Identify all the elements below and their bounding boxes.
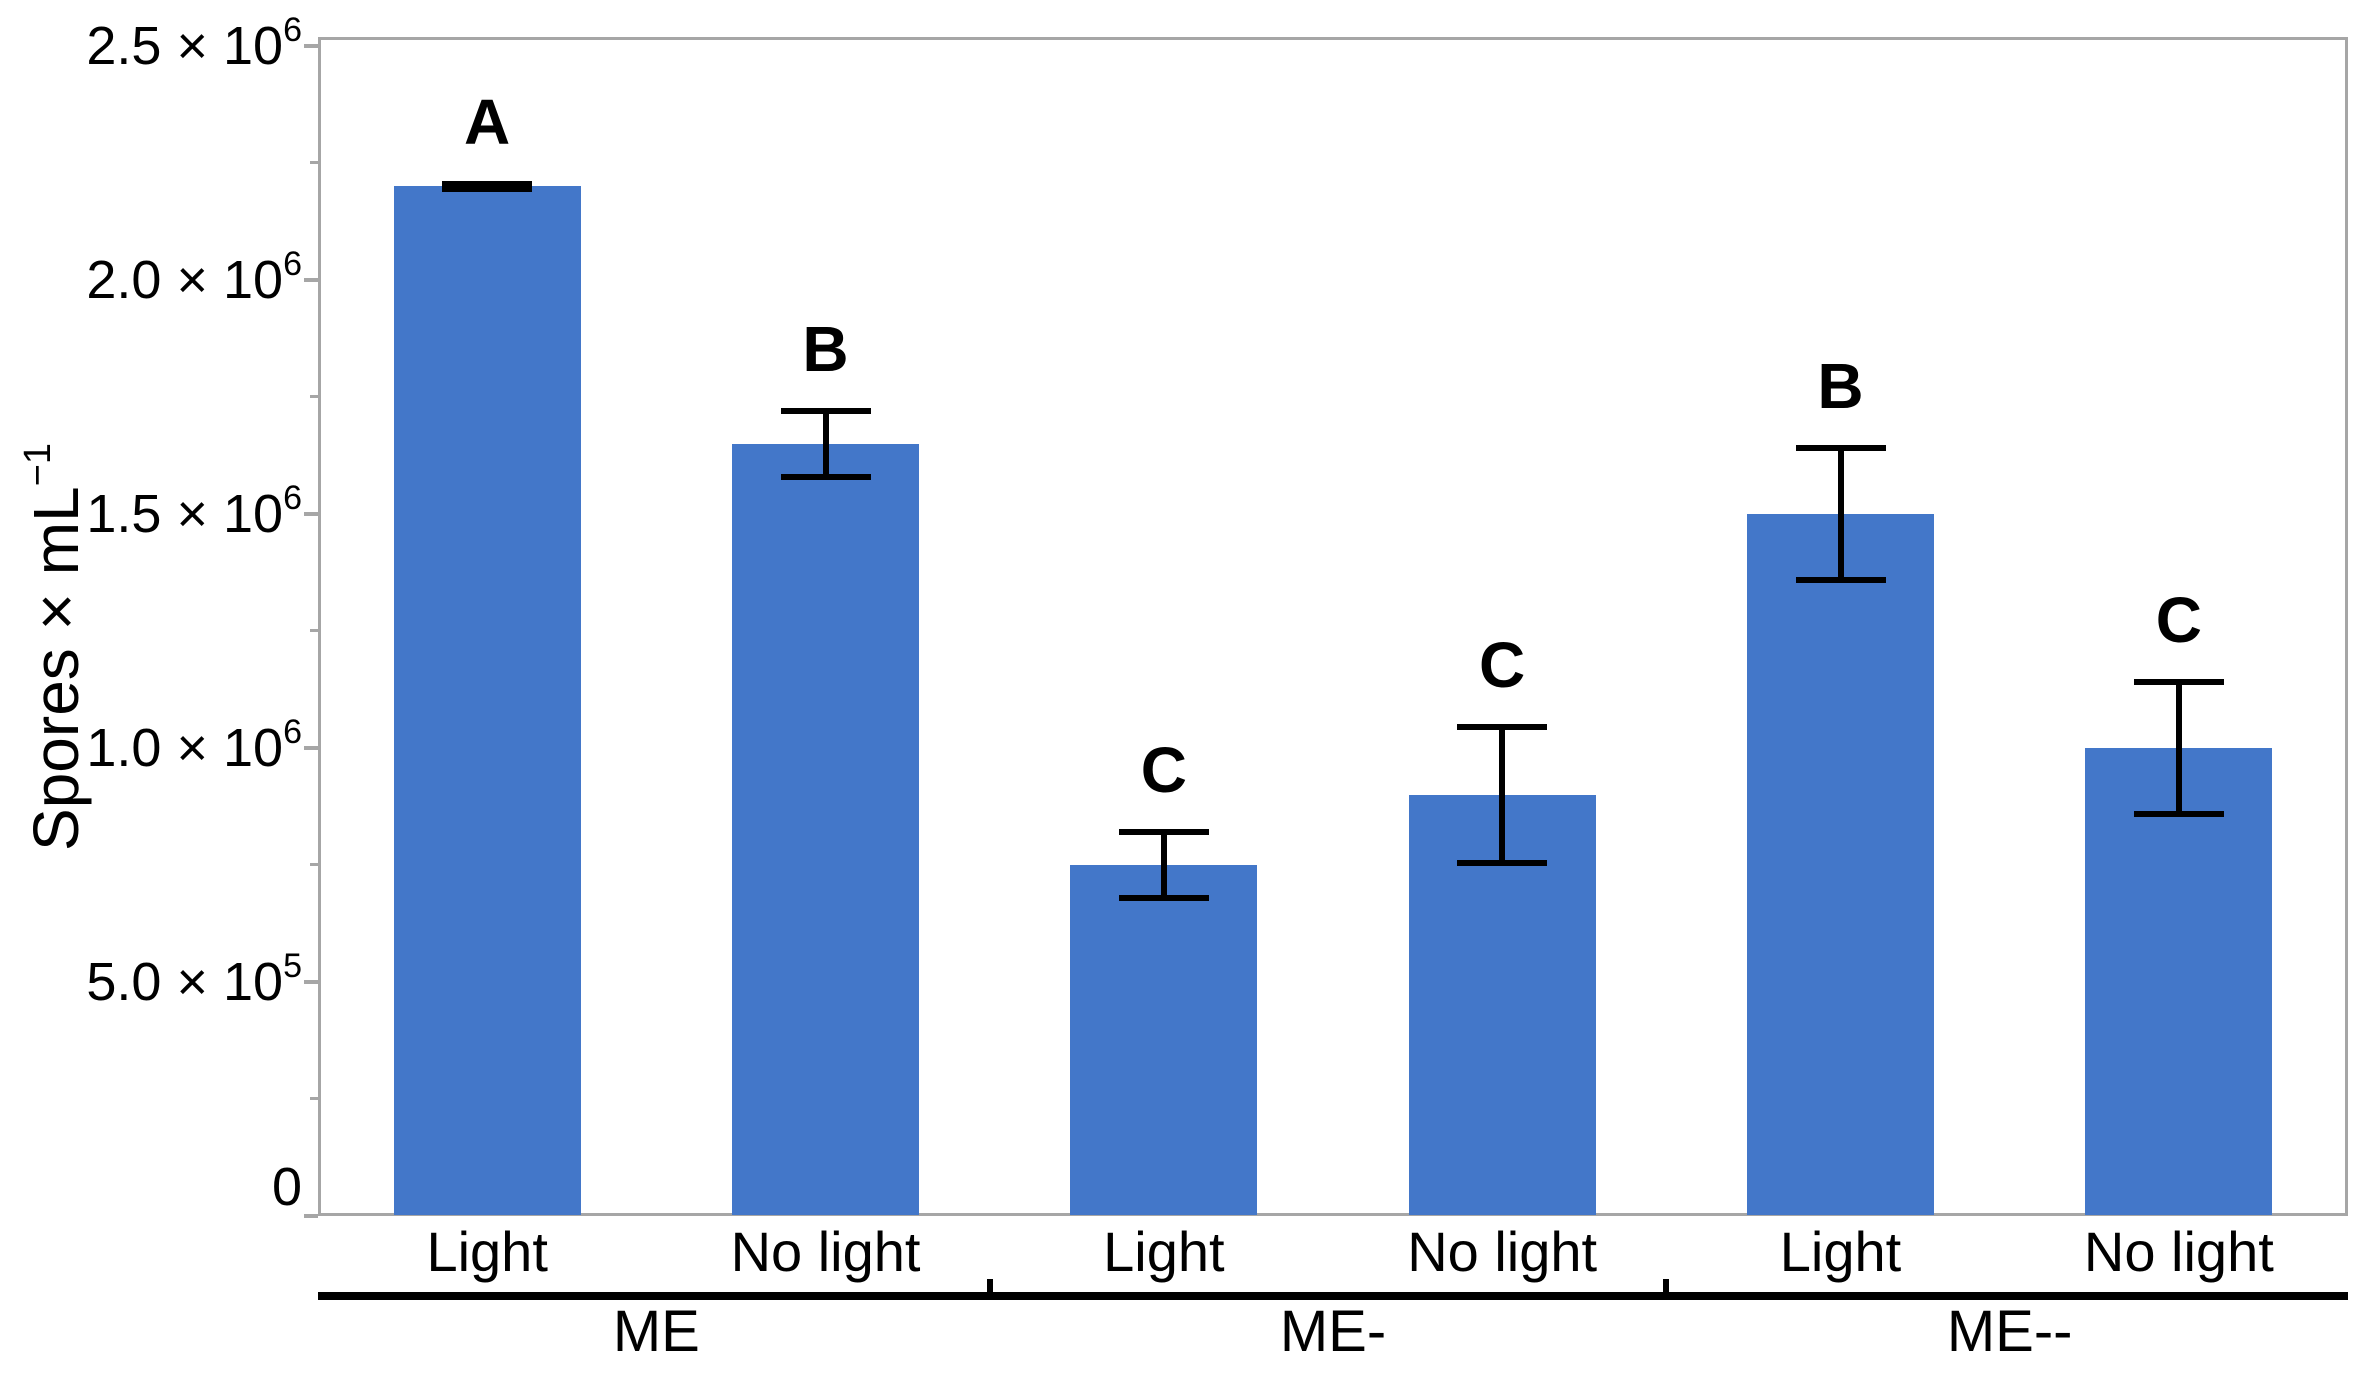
y-minor-tick <box>310 395 318 398</box>
bar-me---no-light <box>2085 748 2273 1215</box>
bar-me-no-light <box>732 443 919 1215</box>
y-minor-tick <box>310 1097 318 1100</box>
group-label-me-: ME- <box>1279 1299 1387 1364</box>
y-axis-title-superscript: −1 <box>16 443 59 487</box>
y-tick-label-text: 1.0 × 10 <box>86 718 284 778</box>
y-tick-label-superscript: 6 <box>283 713 302 751</box>
y-major-tick <box>304 980 318 984</box>
error-bar-line <box>2175 682 2182 814</box>
y-major-tick <box>304 746 318 750</box>
error-bar-line <box>1160 832 1167 898</box>
error-bar-lower-cap <box>780 473 871 480</box>
y-tick-label-superscript: 6 <box>283 479 302 517</box>
error-bar-lower-cap <box>1118 894 1209 901</box>
x-tick-label: Light <box>426 1220 548 1283</box>
error-bar-upper-cap <box>1795 445 1886 452</box>
error-bar-line <box>1837 448 1844 580</box>
group-axis-line <box>318 1292 2348 1300</box>
sig-letter: C <box>1479 628 1526 701</box>
error-bar-lower-cap <box>1795 576 1886 583</box>
error-bar-upper-cap <box>1457 723 1548 730</box>
y-tick-label: 0 <box>40 1158 302 1216</box>
error-bar-upper-cap <box>780 408 871 415</box>
y-tick-label: 1.0 × 106 <box>40 715 302 778</box>
y-tick-label: 5.0 × 105 <box>40 949 302 1012</box>
y-major-tick <box>304 1214 318 1218</box>
sig-letter: A <box>464 86 511 159</box>
error-bar-lower-cap <box>442 185 533 192</box>
error-bar-lower-cap <box>1457 859 1548 866</box>
group-label-me--: ME-- <box>1946 1299 2073 1364</box>
group-boundary-tick <box>1663 1279 1670 1293</box>
x-tick-label: No light <box>730 1220 921 1283</box>
group-boundary-tick <box>986 1279 993 1293</box>
y-tick-label: 2.5 × 106 <box>40 13 302 76</box>
error-bar-upper-cap <box>442 181 533 188</box>
y-axis-title: Spores × mL−1 <box>16 297 96 997</box>
error-bar-upper-cap <box>1118 829 1209 836</box>
y-major-tick <box>304 44 318 48</box>
y-tick-label-text: 2.5 × 10 <box>86 16 284 76</box>
bar-me---light <box>1747 514 1934 1215</box>
sig-letter: B <box>802 313 849 386</box>
error-bar-line <box>822 411 829 477</box>
y-minor-tick <box>310 629 318 632</box>
y-tick-label-text: 5.0 × 10 <box>86 952 284 1012</box>
y-minor-tick <box>310 161 318 164</box>
bar-me--light <box>1070 865 1258 1215</box>
y-tick-label-superscript: 6 <box>283 245 302 283</box>
y-tick-label-superscript: 5 <box>283 947 302 985</box>
error-bar-upper-cap <box>2133 679 2224 686</box>
bar-me-light <box>393 186 581 1215</box>
y-tick-label-superscript: 6 <box>283 11 302 49</box>
y-major-tick <box>304 278 318 282</box>
y-tick-label-text: 1.5 × 10 <box>86 484 284 544</box>
sig-letter: C <box>2155 584 2202 657</box>
y-minor-tick <box>310 863 318 866</box>
plot-area-frame <box>318 37 2348 1216</box>
sig-letter: C <box>1140 734 1187 807</box>
sig-letter: B <box>1817 350 1864 423</box>
y-tick-label-text: 0 <box>271 1157 302 1217</box>
x-tick-label: No light <box>1407 1220 1598 1283</box>
x-tick-label: Light <box>1779 1220 1902 1283</box>
x-tick-label: No light <box>2083 1220 2274 1283</box>
y-tick-label-text: 2.0 × 10 <box>86 250 284 310</box>
group-label-me: ME <box>612 1299 700 1364</box>
x-tick-label: Light <box>1103 1220 1225 1283</box>
y-tick-label: 2.0 × 106 <box>40 247 302 310</box>
error-bar-lower-cap <box>2133 810 2224 817</box>
error-bar-line <box>1499 726 1506 863</box>
y-tick-label: 1.5 × 106 <box>40 481 302 544</box>
y-major-tick <box>304 512 318 516</box>
